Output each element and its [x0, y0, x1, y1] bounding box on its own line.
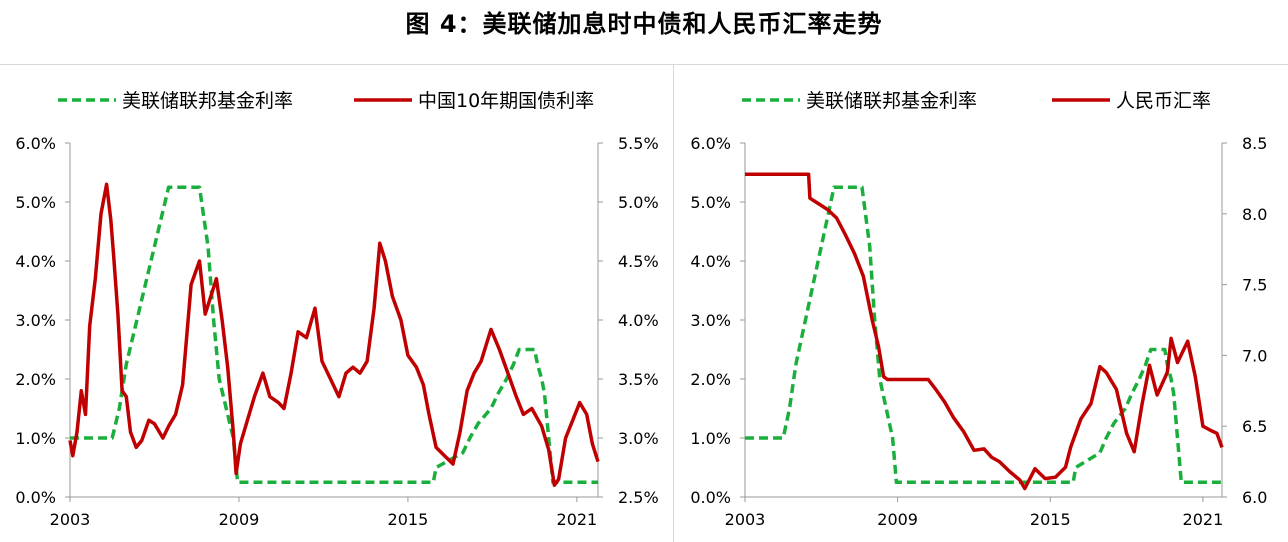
legend-label: 美联储联邦基金利率 [806, 90, 977, 112]
left-tick-label: 5.0% [690, 193, 731, 212]
x-tick-label: 2009 [219, 510, 260, 529]
series-line-bond-yield [68, 182, 600, 487]
right-tick-label: 4.0% [618, 311, 659, 330]
left-tick-label: 2.0% [690, 370, 731, 389]
right-tick-label: 5.5% [618, 134, 659, 153]
x-tick-label: 2003 [725, 510, 766, 529]
right-tick-label: 5.0% [618, 193, 659, 212]
series-line-rmb-rate [745, 172, 1224, 491]
right-tick-label: 2.5% [618, 488, 659, 507]
left-tick-label: 6.0% [690, 134, 731, 153]
panel-divider [673, 64, 674, 542]
right-tick-label: 4.5% [618, 252, 659, 271]
series-line-fed-rate [745, 185, 1222, 485]
left-tick-label: 1.0% [15, 429, 56, 448]
x-tick-label: 2015 [388, 510, 429, 529]
legend-label: 中国10年期国债利率 [418, 90, 594, 112]
left-tick-label: 4.0% [15, 252, 56, 271]
chart-right: 0.0% 1.0% 2.0% 3.0% 4.0% 5.0% 6.0% 6.0 6.5 7.0 7.5… [690, 90, 1267, 529]
left-tick-label: 4.0% [690, 252, 731, 271]
x-tick-label: 2015 [1030, 510, 1071, 529]
left-tick-label: 0.0% [690, 488, 731, 507]
right-tick-label: 8.5 [1242, 134, 1267, 153]
chart-left: 0.0% 1.0% 2.0% 3.0% 4.0% 5.0% 6.0% 2.5% 3.0% 3.5%… [15, 90, 659, 529]
figure-title: 图 4：美联储加息时中债和人民币汇率走势 [405, 10, 883, 38]
right-tick-label: 8.0 [1242, 205, 1267, 224]
x-tick-label: 2021 [557, 510, 598, 529]
left-tick-label: 0.0% [15, 488, 56, 507]
legend-label: 人民币汇率 [1116, 90, 1211, 112]
left-tick-label: 3.0% [15, 311, 56, 330]
right-tick-label: 6.5 [1242, 417, 1267, 436]
left-tick-label: 6.0% [15, 134, 56, 153]
left-tick-label: 2.0% [15, 370, 56, 389]
left-panel-frame [0, 64, 673, 541]
right-tick-label: 7.5 [1242, 276, 1267, 295]
series-line-fed-rate [70, 185, 598, 485]
right-panel-frame [674, 64, 1288, 541]
left-tick-label: 3.0% [690, 311, 731, 330]
right-tick-label: 7.0 [1242, 346, 1267, 365]
left-tick-label: 5.0% [15, 193, 56, 212]
x-tick-label: 2021 [1183, 510, 1224, 529]
legend-label: 美联储联邦基金利率 [122, 90, 293, 112]
x-tick-label: 2003 [50, 510, 91, 529]
left-tick-label: 1.0% [690, 429, 731, 448]
x-tick-label: 2009 [877, 510, 918, 529]
right-tick-label: 3.5% [618, 370, 659, 389]
right-tick-label: 6.0 [1242, 488, 1267, 507]
right-tick-label: 3.0% [618, 429, 659, 448]
